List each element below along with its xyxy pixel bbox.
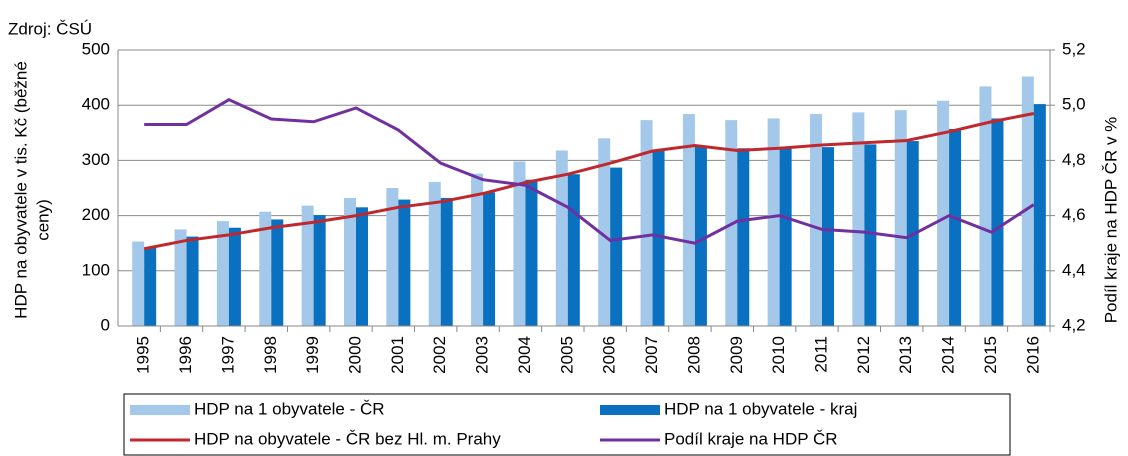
x-tick-label: 2016 [1023, 336, 1042, 374]
y-tick-label: 200 [82, 205, 110, 224]
y-axis-label: ceny) [33, 199, 52, 241]
bar [1033, 104, 1046, 326]
x-tick-label: 1999 [303, 336, 322, 374]
x-tick-label: 2007 [642, 336, 661, 374]
bar [682, 114, 695, 326]
bar [894, 110, 907, 326]
bar [483, 192, 496, 326]
y-tick-label: 400 [82, 95, 110, 114]
bar [132, 241, 145, 326]
bar [259, 211, 272, 326]
bar [386, 188, 399, 326]
bar [694, 146, 707, 326]
bar [1021, 76, 1034, 326]
y-tick-label: 500 [82, 39, 110, 58]
bar [525, 179, 538, 326]
bar [398, 199, 411, 326]
y2-tick-label: 4,8 [1062, 150, 1086, 169]
x-tick-label: 2004 [515, 336, 534, 374]
bar [652, 150, 665, 326]
bar [313, 215, 326, 326]
bar [228, 227, 241, 326]
bar [174, 229, 187, 326]
y2-tick-label: 4,4 [1062, 260, 1086, 279]
y-axis-label: HDP na obyvatele v tis. Kč (běžné [11, 61, 30, 319]
y-tick-label: 100 [82, 260, 110, 279]
x-tick-label: 1997 [218, 336, 237, 374]
bar [567, 174, 580, 326]
bar [767, 118, 780, 326]
y2-tick-label: 4,2 [1062, 315, 1086, 334]
y2-tick-label: 4,6 [1062, 205, 1086, 224]
x-tick-label: 2000 [345, 336, 364, 374]
y2-tick-label: 5,0 [1062, 95, 1086, 114]
x-tick-label: 2002 [430, 336, 449, 374]
x-tick-label: 2009 [727, 336, 746, 374]
legend-label: Podíl kraje na HDP ČR [664, 429, 838, 448]
bar [144, 247, 157, 326]
annotation: Zdroj: ČSÚ [8, 19, 92, 38]
x-tick-label: 1996 [176, 336, 195, 374]
bar [428, 181, 441, 326]
legend-label: HDP na 1 obyvatele - kraj [664, 399, 857, 418]
bar [598, 138, 611, 326]
bar [301, 205, 314, 326]
bar [937, 100, 950, 326]
bar [344, 197, 356, 326]
bar [271, 219, 284, 326]
x-tick-label: 1995 [134, 336, 153, 374]
x-tick-label: 2001 [388, 336, 407, 374]
x-tick-label: 2011 [811, 336, 830, 373]
bar [186, 236, 199, 326]
legend-swatch [600, 405, 660, 415]
bar [991, 118, 1004, 326]
x-tick-label: 2005 [557, 336, 576, 374]
y-tick-label: 300 [82, 150, 110, 169]
bar [555, 150, 568, 326]
legend-swatch [130, 405, 190, 415]
bar [779, 146, 792, 326]
line [144, 97, 1035, 245]
bar [440, 197, 453, 326]
bar [949, 128, 962, 326]
bar [640, 120, 653, 326]
bar [471, 173, 484, 326]
legend-box [123, 393, 1011, 456]
bar [610, 167, 623, 326]
x-tick-label: 2013 [896, 336, 915, 374]
bar [864, 144, 877, 326]
x-tick-label: 2010 [769, 336, 788, 374]
bar [216, 221, 229, 326]
x-tick-label: 2008 [684, 336, 703, 374]
bar [979, 86, 992, 326]
x-tick-label: 2014 [939, 336, 958, 374]
x-tick-label: 2012 [854, 336, 873, 374]
bar [513, 161, 526, 326]
bar [852, 112, 865, 326]
bar [356, 207, 368, 326]
x-tick-label: 2003 [473, 336, 492, 374]
y-tick-label: 0 [101, 315, 110, 334]
x-tick-label: 2015 [981, 336, 1000, 374]
legend-label: HDP na obyvatele - ČR bez Hl. m. Prahy [194, 429, 501, 448]
bar [822, 147, 834, 326]
legend-label: HDP na 1 obyvatele - ČR [194, 399, 385, 418]
y2-axis-label: Podíl kraje na HDP ČR v % [1101, 117, 1120, 324]
y2-tick-label: 5,2 [1062, 39, 1086, 58]
line [143, 112, 1035, 251]
x-tick-label: 1998 [261, 336, 280, 374]
bar [737, 148, 750, 326]
x-tick-label: 2006 [600, 336, 619, 374]
bar [810, 114, 822, 326]
